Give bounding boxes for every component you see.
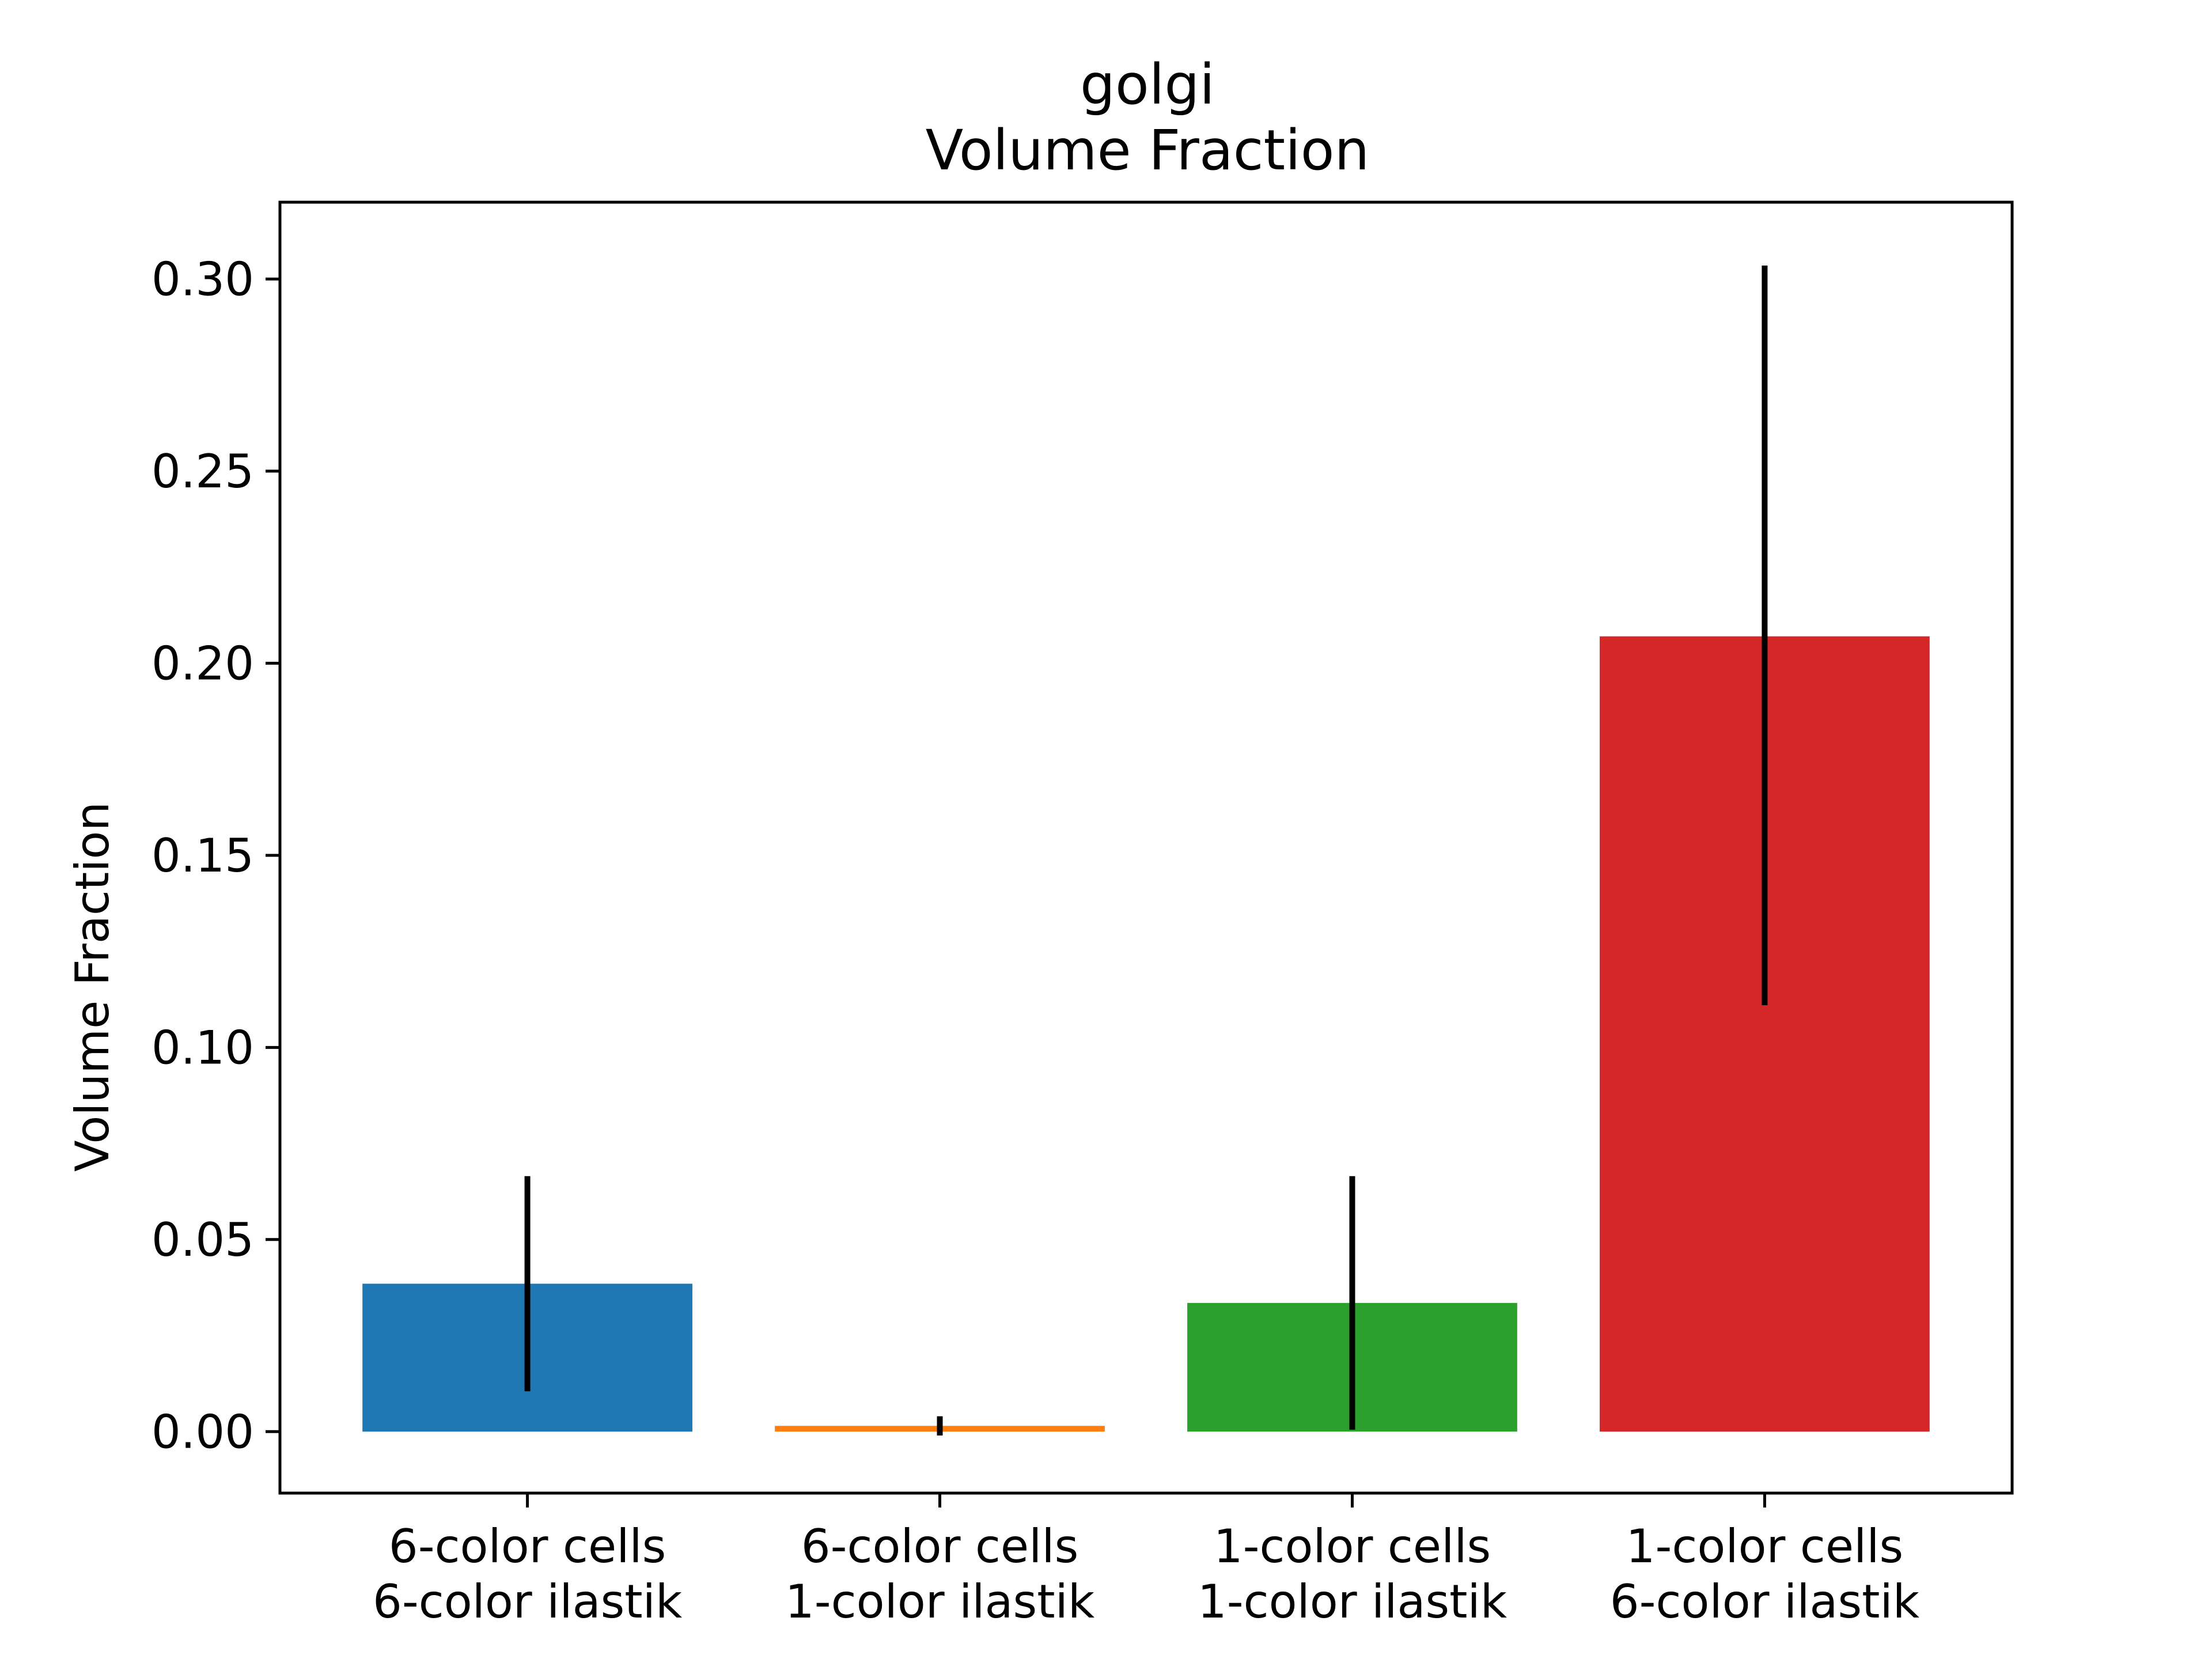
y-tick-label-4: 0.20 <box>151 637 254 690</box>
y-axis-label: Volume Fraction <box>66 802 119 1172</box>
x-tick-label-3-line-0: 1-color cells <box>1626 1520 1904 1573</box>
y-tick-label-3: 0.15 <box>151 829 254 882</box>
y-tick-label-0: 0.00 <box>151 1405 254 1459</box>
x-tick-label-2-line-0: 1-color cells <box>1214 1520 1491 1573</box>
x-tick-label-3-line-1: 6-color ilastik <box>1610 1575 1920 1628</box>
y-tick-label-2: 0.10 <box>151 1021 254 1074</box>
x-tick-label-2-line-1: 1-color ilastik <box>1198 1575 1508 1628</box>
x-tick-label-0-line-1: 6-color ilastik <box>373 1575 683 1628</box>
x-tick-label-0-line-0: 6-color cells <box>389 1520 666 1573</box>
y-tick-label-5: 0.25 <box>151 445 254 498</box>
x-tick-label-1-line-1: 1-color ilastik <box>785 1575 1095 1628</box>
y-tick-label-6: 0.30 <box>151 252 254 306</box>
x-tick-label-1-line-0: 6-color cells <box>801 1520 1079 1573</box>
chart-subtitle: Volume Fraction <box>926 118 1370 183</box>
chart-title: golgi <box>1080 52 1215 117</box>
y-tick-label-1: 0.05 <box>151 1213 254 1267</box>
